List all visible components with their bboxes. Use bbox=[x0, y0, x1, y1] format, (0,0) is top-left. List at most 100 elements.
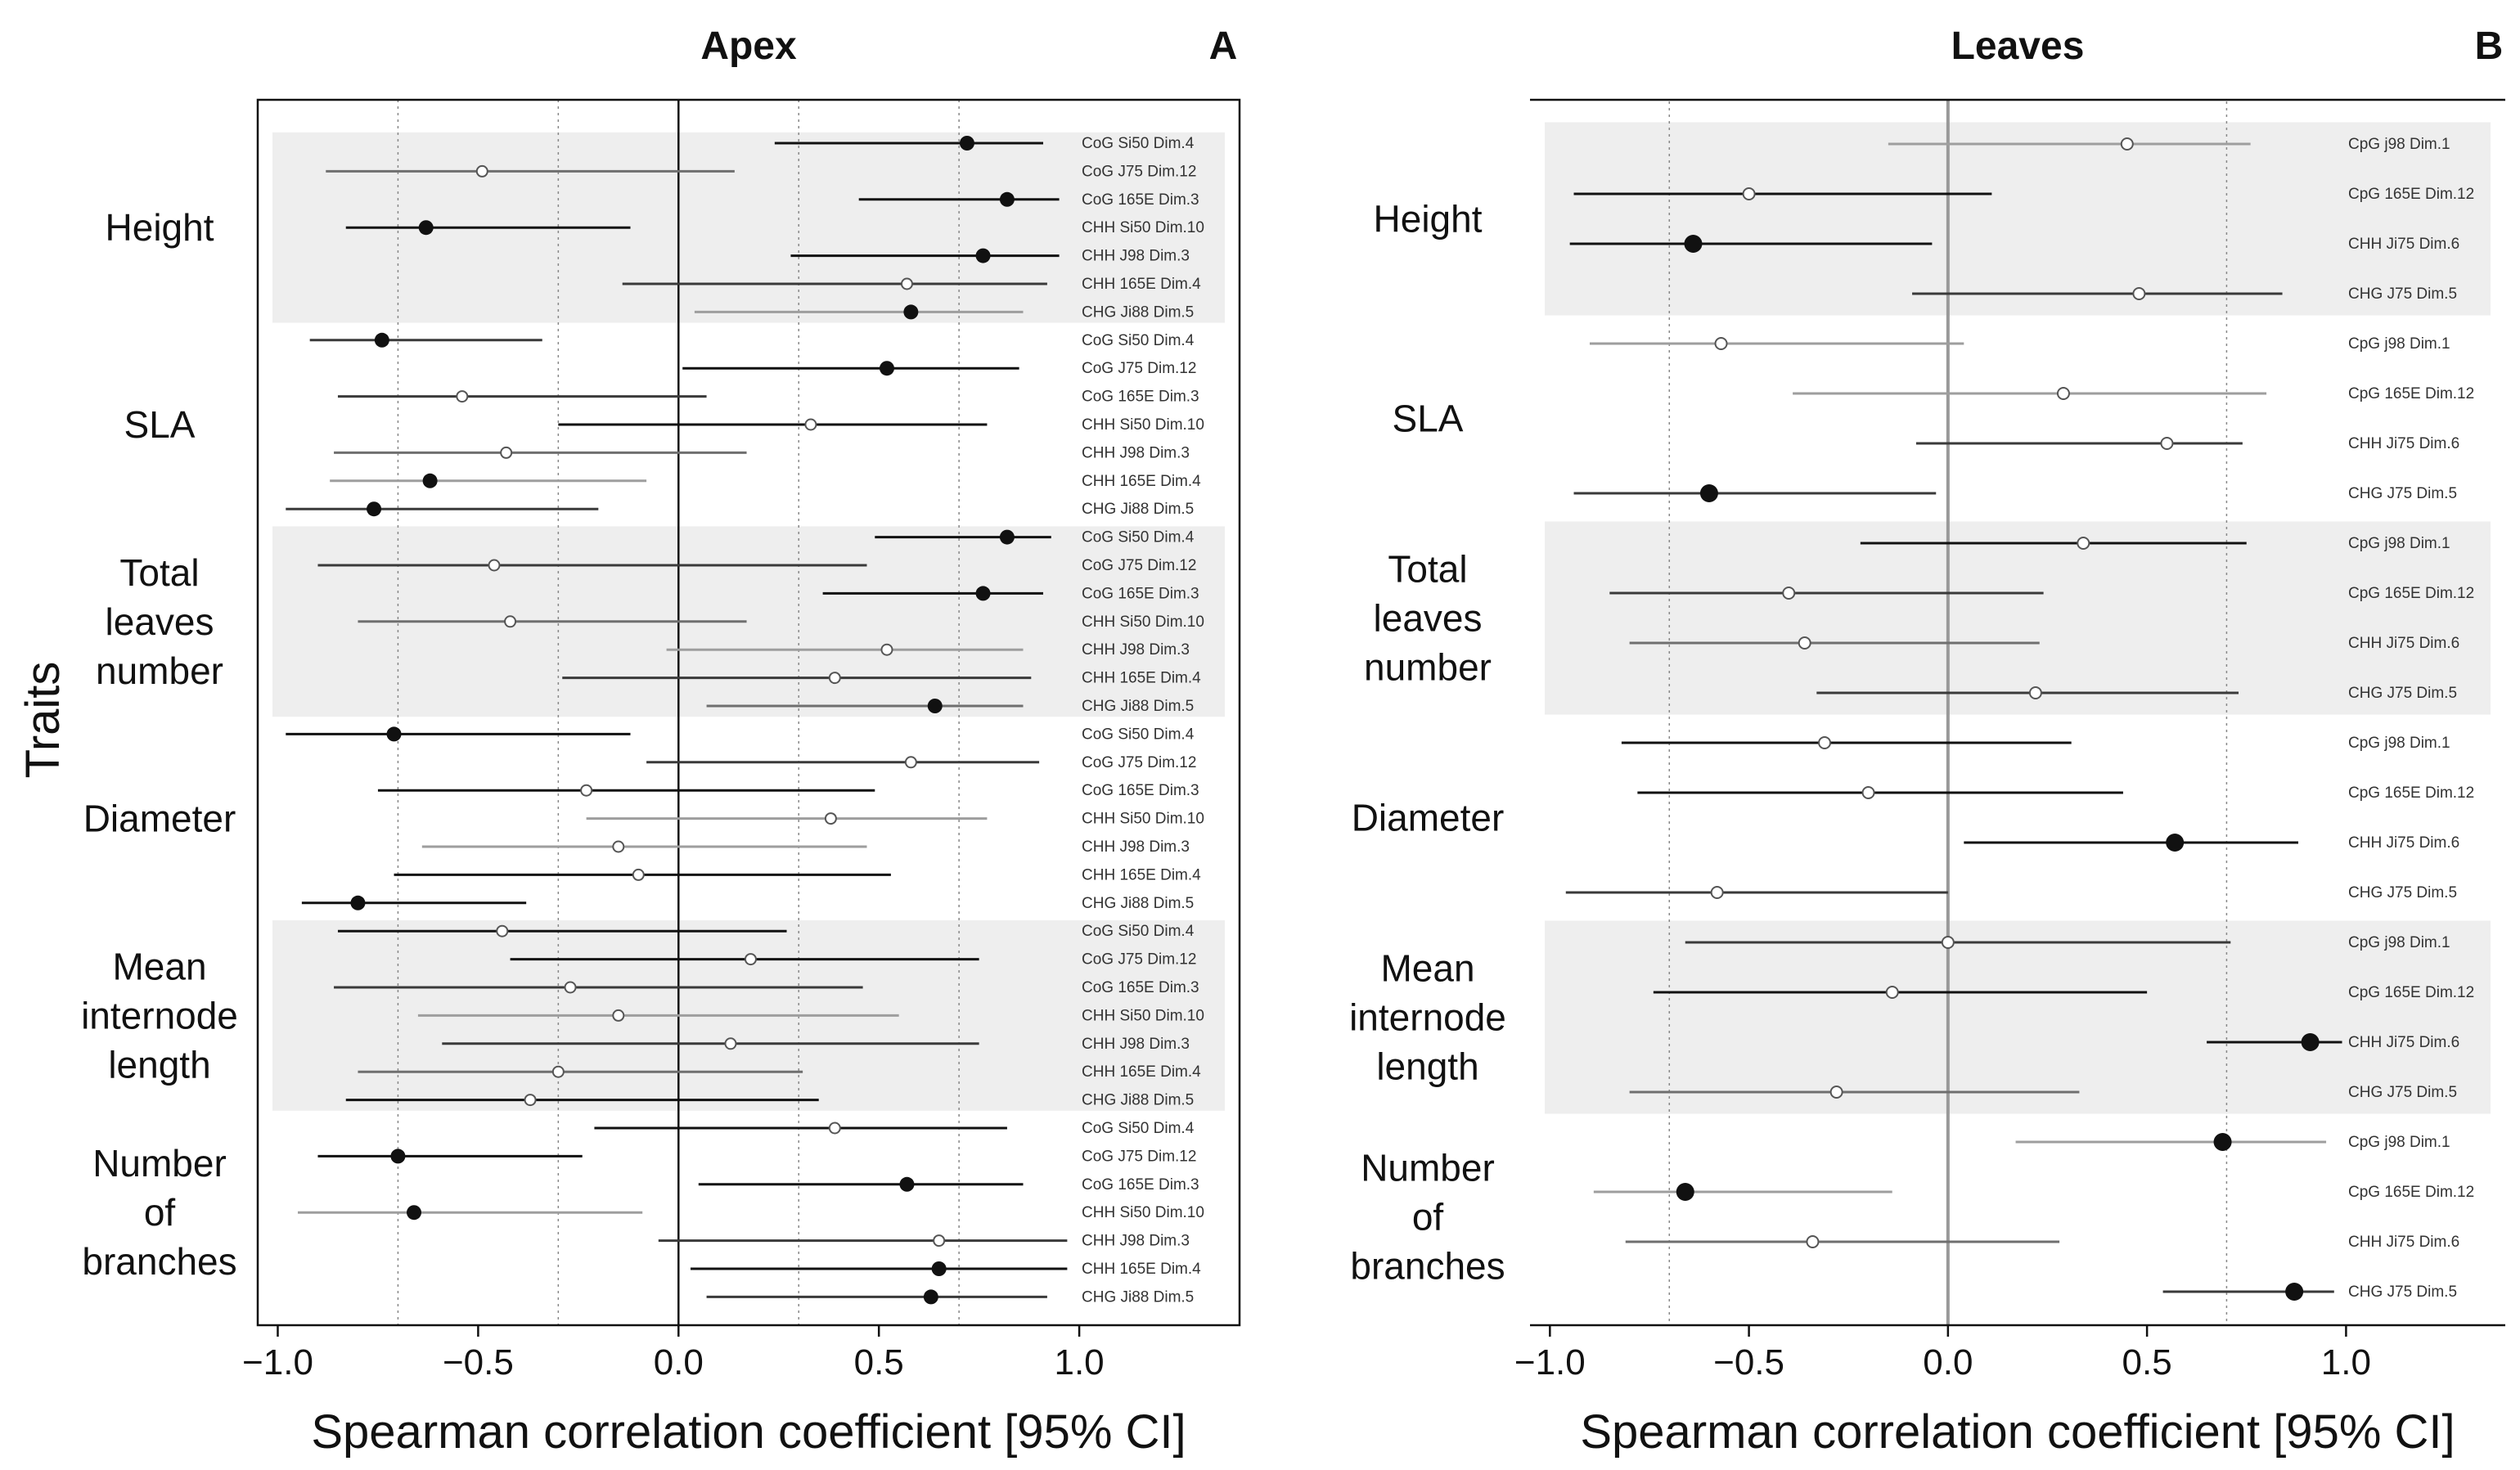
estimate-point-significant bbox=[422, 473, 438, 488]
estimate-point bbox=[1714, 337, 1728, 350]
estimate-point-significant bbox=[999, 529, 1015, 545]
estimate-point bbox=[900, 277, 913, 290]
estimate-point-significant bbox=[367, 501, 382, 517]
estimate-point bbox=[824, 812, 837, 825]
estimate-point-significant bbox=[407, 1205, 422, 1221]
estimate-point-significant bbox=[1699, 484, 1718, 502]
panel-leaves: CpG j98 Dim.1 CpG 165E Dim.12 CHH Ji75 Dim… bbox=[1349, 25, 2505, 1459]
estimate-point bbox=[904, 756, 917, 769]
group-label: internode bbox=[1349, 996, 1506, 1039]
row-label: CoG 165E Dim.3 bbox=[1082, 979, 1199, 996]
estimate-point-significant bbox=[2166, 834, 2185, 852]
x-tick-label: −1.0 bbox=[242, 1342, 313, 1382]
row-label: CHG J75 Dim.5 bbox=[2348, 285, 2457, 303]
row-label: CHH 165E Dim.4 bbox=[1082, 1261, 1201, 1278]
row-label: CoG J75 Dim.12 bbox=[1082, 557, 1196, 574]
estimate-point-significant bbox=[390, 1149, 406, 1164]
row-label: CHH J98 Dim.3 bbox=[1082, 641, 1190, 659]
panel-apex: CoG Si50 Dim.4 CoG J75 Dim.12 CoG 165E Dim… bbox=[81, 25, 1241, 1459]
row-label: CHH J98 Dim.3 bbox=[1082, 1036, 1190, 1053]
row-label: CHG J75 Dim.5 bbox=[2348, 1283, 2457, 1301]
estimate-point bbox=[564, 981, 577, 994]
estimate-point bbox=[804, 418, 817, 431]
estimate-point bbox=[1782, 587, 1796, 600]
group-label: Diameter bbox=[83, 798, 236, 840]
estimate-point bbox=[1710, 886, 1724, 899]
estimate-point-significant bbox=[927, 699, 943, 713]
row-label: CpG 165E Dim.12 bbox=[2348, 585, 2474, 602]
group-label: internode bbox=[81, 994, 238, 1036]
estimate-point bbox=[1941, 936, 1955, 949]
estimate-point-significant bbox=[923, 1289, 938, 1305]
row-label: CoG J75 Dim.12 bbox=[1082, 163, 1196, 180]
estimate-point-significant bbox=[2213, 1133, 2232, 1151]
estimate-point bbox=[2028, 686, 2042, 699]
group-band bbox=[1545, 122, 2491, 316]
row-label: CHH Ji75 Dim.6 bbox=[2348, 635, 2459, 652]
group-label: SLA bbox=[124, 403, 196, 446]
row-label: CHH Ji75 Dim.6 bbox=[2348, 236, 2459, 253]
row-label: CoG J75 Dim.12 bbox=[1082, 754, 1196, 771]
row-label: CHH Si50 Dim.10 bbox=[1082, 416, 1204, 434]
x-tick-label: 0.0 bbox=[1923, 1342, 1973, 1382]
estimate-point bbox=[2132, 287, 2146, 300]
row-label: CHG J75 Dim.5 bbox=[2348, 485, 2457, 502]
row-label: CHH J98 Dim.3 bbox=[1082, 248, 1190, 265]
group-label: branches bbox=[82, 1240, 236, 1283]
group-label: Height bbox=[106, 206, 214, 249]
row-label: CoG Si50 Dim.4 bbox=[1082, 332, 1195, 349]
group-label: length bbox=[108, 1043, 210, 1086]
estimate-point bbox=[551, 1065, 565, 1078]
x-tick-label: 0.0 bbox=[654, 1342, 704, 1382]
row-label: CHG Ji88 Dim.5 bbox=[1082, 1288, 1194, 1306]
row-label: CpG j98 Dim.1 bbox=[2348, 136, 2450, 153]
estimate-point bbox=[1806, 1235, 1820, 1248]
estimate-point-significant bbox=[1684, 235, 1703, 253]
estimate-point bbox=[1818, 736, 1832, 749]
x-tick-label: 0.5 bbox=[854, 1342, 904, 1382]
row-label: CHH Ji75 Dim.6 bbox=[2348, 834, 2459, 852]
group-label: Total bbox=[1388, 548, 1467, 591]
estimate-point bbox=[475, 164, 488, 178]
row-label: CHG Ji88 Dim.5 bbox=[1082, 895, 1194, 912]
row-label: CpG j98 Dim.1 bbox=[2348, 1134, 2450, 1151]
row-label: CpG 165E Dim.12 bbox=[2348, 385, 2474, 402]
estimate-point bbox=[580, 784, 593, 797]
row-label: CpG 165E Dim.12 bbox=[2348, 784, 2474, 802]
group-label: Total bbox=[119, 551, 199, 594]
group-label: Mean bbox=[1380, 947, 1474, 990]
row-label: CpG j98 Dim.1 bbox=[2348, 934, 2450, 951]
row-label: CHH Si50 Dim.10 bbox=[1082, 614, 1204, 631]
row-label: CpG 165E Dim.12 bbox=[2348, 186, 2474, 203]
row-label: CHH Ji75 Dim.6 bbox=[2348, 1234, 2459, 1251]
estimate-point-significant bbox=[879, 361, 894, 376]
estimate-point bbox=[488, 559, 501, 572]
group-label: number bbox=[96, 650, 223, 692]
row-label: CoG 165E Dim.3 bbox=[1082, 585, 1199, 602]
group-label: SLA bbox=[1393, 398, 1464, 440]
x-tick-label: 0.5 bbox=[2122, 1342, 2172, 1382]
estimate-point-significant bbox=[975, 586, 991, 601]
row-label: CHH 165E Dim.4 bbox=[1082, 1063, 1201, 1081]
row-label: CHH 165E Dim.4 bbox=[1082, 473, 1201, 490]
group-label: Height bbox=[1374, 198, 1483, 241]
row-label: CoG 165E Dim.3 bbox=[1082, 782, 1199, 799]
row-label: CpG j98 Dim.1 bbox=[2348, 735, 2450, 752]
estimate-point-significant bbox=[2285, 1283, 2304, 1301]
group-label: length bbox=[1376, 1045, 1478, 1088]
x-tick-label: −0.5 bbox=[443, 1342, 514, 1382]
row-label: CpG j98 Dim.1 bbox=[2348, 535, 2450, 552]
estimate-point bbox=[2120, 137, 2134, 151]
estimate-point bbox=[456, 390, 469, 403]
panel-title: Leaves bbox=[1951, 25, 2085, 68]
row-label: CHH 165E Dim.4 bbox=[1082, 670, 1201, 687]
estimate-point bbox=[500, 446, 513, 459]
row-label: CHH Ji75 Dim.6 bbox=[2348, 435, 2459, 452]
row-label: CHH Si50 Dim.10 bbox=[1082, 1204, 1204, 1221]
group-label: leaves bbox=[106, 600, 214, 643]
estimate-point bbox=[828, 1122, 841, 1135]
estimate-point-significant bbox=[418, 220, 434, 236]
estimate-point-significant bbox=[350, 895, 366, 910]
group-label: branches bbox=[1350, 1245, 1505, 1288]
